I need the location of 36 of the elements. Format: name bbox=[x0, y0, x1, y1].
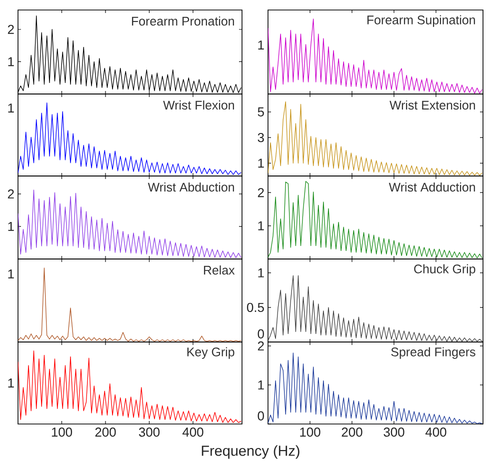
x-tick-label: 300 bbox=[384, 428, 404, 437]
chart-title: Forearm Pronation bbox=[132, 16, 234, 26]
y-tick-label: 5 bbox=[258, 107, 264, 116]
chart-title: Forearm Supination bbox=[367, 15, 475, 27]
y-tick-label: 2 bbox=[258, 341, 264, 350]
x-tick-label: 100 bbox=[52, 428, 72, 437]
line-series bbox=[268, 101, 482, 176]
x-tick-label: 400 bbox=[182, 428, 204, 437]
y-tick-label: 0 bbox=[258, 329, 264, 338]
y-tick-label: 1 bbox=[8, 57, 14, 66]
chart-title: Wrist Extension bbox=[390, 100, 475, 110]
chart-title: Wrist Adduction bbox=[388, 182, 475, 192]
y-tick-label: 1 bbox=[258, 380, 264, 390]
y-tick-label: 1 bbox=[258, 221, 264, 230]
line-series bbox=[268, 180, 482, 258]
y-tick-label: 1 bbox=[258, 158, 264, 168]
y-tick-label: 2 bbox=[8, 24, 14, 34]
x-tick-label: 200 bbox=[342, 428, 362, 437]
y-tick-label: 3 bbox=[258, 132, 264, 142]
x-axis-title: Frequency (Hz) bbox=[202, 445, 300, 459]
y-tick-label: 0.5 bbox=[246, 302, 264, 312]
chart-title: Wrist Abduction bbox=[148, 182, 234, 192]
y-tick-label: 1 bbox=[8, 222, 14, 231]
y-tick-label: 2 bbox=[258, 188, 264, 198]
x-tick-label: 300 bbox=[138, 428, 160, 437]
x-tick-label: 100 bbox=[300, 428, 320, 437]
chart-title: Spread Fingers bbox=[391, 347, 476, 359]
chart-title: Relax bbox=[204, 265, 235, 275]
y-tick-label: 2 bbox=[8, 189, 14, 198]
chart-title: Chuck Grip bbox=[414, 264, 476, 276]
x-tick-label: 200 bbox=[95, 428, 116, 437]
chart-title: Wrist Flexion bbox=[163, 100, 234, 110]
x-tick-label: 400 bbox=[425, 428, 446, 437]
chart-title: Key Grip bbox=[187, 347, 234, 359]
y-tick-label: 0 bbox=[258, 411, 264, 420]
y-tick-label: 1 bbox=[258, 268, 264, 278]
